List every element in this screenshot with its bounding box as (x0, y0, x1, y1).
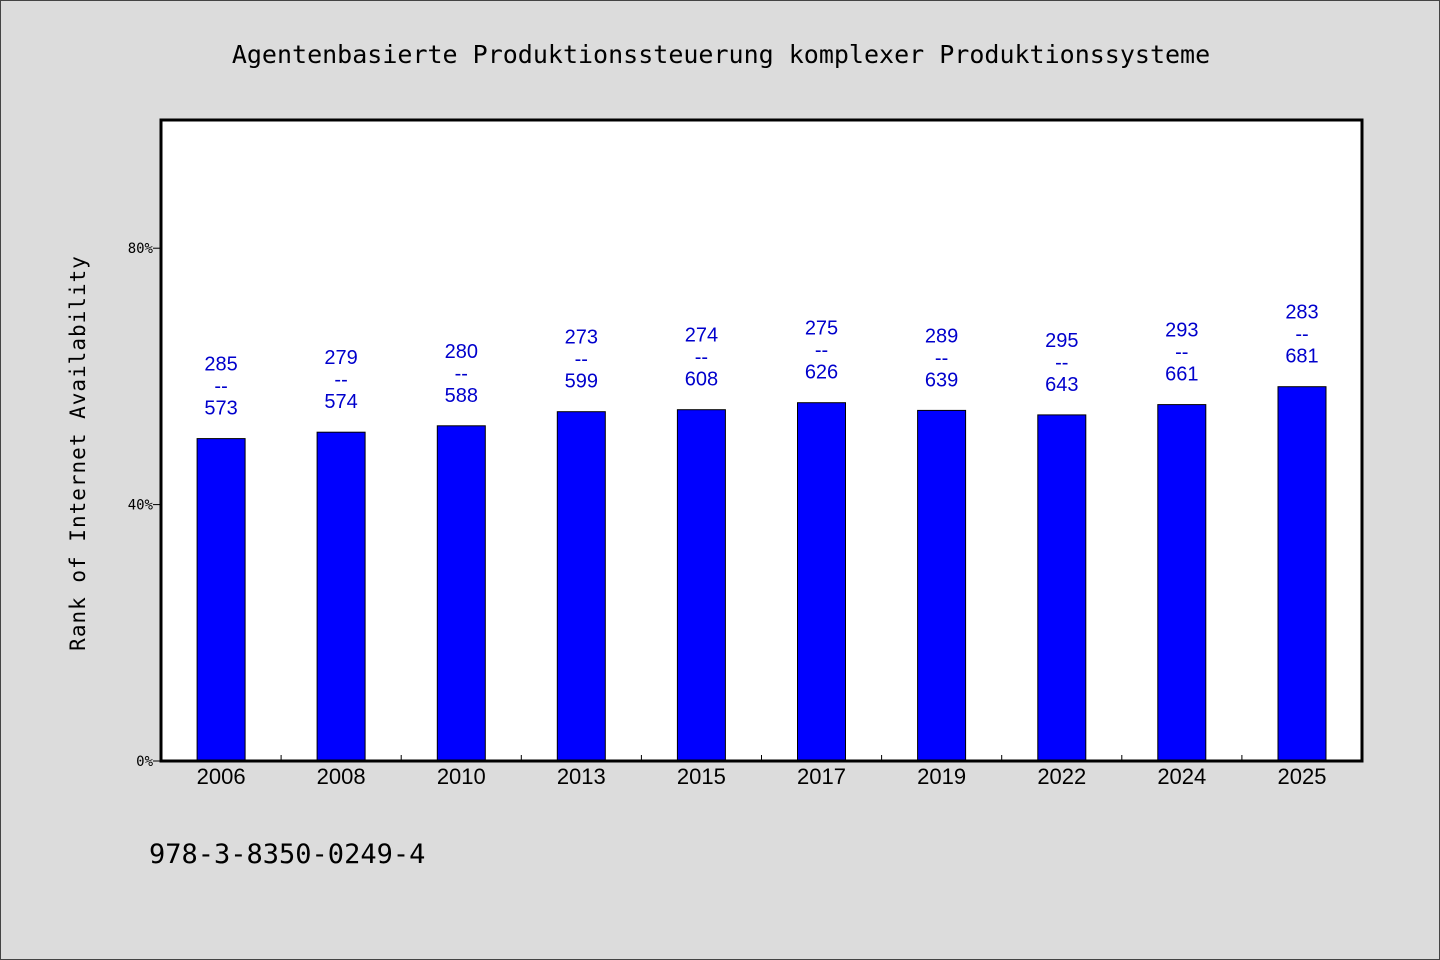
bar-2017 (797, 402, 846, 762)
data-label-2006-bottom: 573 (204, 398, 237, 420)
chart-title: Agentenbasierte Produktionssteuerung kom… (232, 40, 1210, 69)
data-label-2022-sep: -- (1055, 352, 1068, 374)
bar-2025 (1277, 386, 1327, 762)
y-tick-label-0: 0% (136, 754, 153, 770)
plot-frame (159, 118, 1364, 763)
data-label-2024-bottom: 661 (1165, 364, 1198, 386)
x-tick-label-2019: 2019 (917, 764, 966, 789)
x-axis: 2006 2008 2010 2013 2015 2017 2019 2022 2024 2025 (197, 755, 1327, 789)
data-label-2024-top: 293 (1165, 320, 1198, 342)
data-label-2008-bottom: 574 (324, 391, 357, 413)
data-label-2025-sep: -- (1295, 324, 1308, 346)
data-label-2024-sep: -- (1175, 342, 1188, 364)
data-label-2006-sep: -- (214, 376, 227, 398)
data-label-2017-sep: -- (815, 340, 828, 362)
data-label-2019-top: 289 (925, 325, 958, 347)
x-tick-label-2024: 2024 (1157, 764, 1206, 789)
bar-2008 (316, 431, 366, 762)
bar-2010 (436, 425, 486, 762)
x-tick-label-2008: 2008 (317, 764, 366, 789)
data-label-2015-bottom: 608 (685, 369, 718, 391)
data-label-2013-top: 273 (565, 327, 598, 349)
x-tick-label-2017: 2017 (797, 764, 846, 789)
y-tick-label-40: 40% (128, 498, 154, 514)
x-tick-label-2025: 2025 (1278, 764, 1327, 789)
data-label-2022-top: 295 (1045, 330, 1078, 352)
data-label-2013-sep: -- (575, 349, 588, 371)
bars-group (196, 386, 1327, 762)
data-label-2013-bottom: 599 (565, 371, 598, 393)
data-label-2015-sep: -- (695, 347, 708, 369)
data-label-2019-sep: -- (935, 347, 948, 369)
bar-2019 (917, 409, 967, 762)
x-tick-label-2010: 2010 (437, 764, 486, 789)
data-label-2010-sep: -- (455, 363, 468, 385)
data-label-2010-top: 280 (445, 341, 478, 363)
data-label-2015-top: 274 (685, 325, 718, 347)
data-label-2008-top: 279 (324, 347, 357, 369)
bar-2006 (196, 438, 246, 762)
data-label-2022-bottom: 643 (1045, 374, 1078, 396)
bar-2015 (676, 409, 726, 762)
x-tick-label-2013: 2013 (557, 764, 606, 789)
bar-2024 (1157, 404, 1207, 762)
data-label-2008-sep: -- (334, 369, 347, 391)
x-tick-label-2015: 2015 (677, 764, 726, 789)
x-tick-label-2006: 2006 (197, 764, 246, 789)
data-label-2017-bottom: 626 (805, 362, 838, 384)
data-label-2025-bottom: 681 (1285, 346, 1318, 368)
y-axis: 0% 40% 80% (128, 241, 161, 770)
data-label-2017-top: 275 (805, 318, 838, 340)
data-label-2010-bottom: 588 (445, 385, 478, 407)
data-label-2006-top: 285 (204, 354, 237, 376)
data-label-2019-bottom: 639 (925, 369, 958, 391)
isbn-footer: 978-3-8350-0249-4 (149, 839, 425, 870)
y-tick-label-80: 80% (128, 241, 154, 257)
bar-2013 (556, 411, 606, 762)
bar-2022 (1037, 414, 1087, 762)
x-tick-label-2022: 2022 (1037, 764, 1086, 789)
y-axis-label: Rank of Internet Availability (66, 255, 90, 651)
data-label-2025-top: 283 (1285, 302, 1318, 324)
data-labels-group: 285--573279--574280--588273--599274--608… (204, 302, 1318, 420)
